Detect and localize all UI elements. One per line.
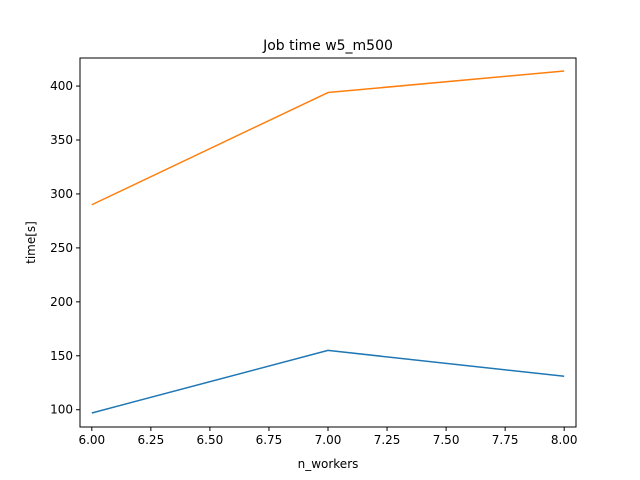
series-line-1: [91, 349, 565, 414]
x-tick-label: 6.50: [197, 433, 224, 447]
y-tick-label: 100: [50, 403, 73, 417]
plot-area: [80, 58, 576, 427]
x-tick-label: 6.25: [137, 433, 164, 447]
y-tick-label: 250: [50, 241, 73, 255]
y-tick-label: 200: [50, 295, 73, 309]
x-tick-label: 7.25: [374, 433, 401, 447]
chart-title: Job time w5_m500: [262, 38, 393, 54]
x-tick-label: 7.75: [492, 433, 519, 447]
y-axis-ticks: 100 150 200 250 300 350 400: [50, 79, 80, 417]
x-axis-label: n_workers: [298, 457, 359, 471]
y-tick-label: 300: [50, 187, 73, 201]
series-layer: [91, 70, 565, 414]
series-line-2: [91, 70, 565, 206]
y-tick-label: 400: [50, 79, 73, 93]
y-tick-label: 350: [50, 133, 73, 147]
x-axis-ticks: 6.00 6.25 6.50 6.75 7.00 7.25 7.50 7.75 8.00: [78, 427, 578, 447]
y-axis-label: time[s]: [24, 221, 38, 264]
x-tick-label: 7.50: [433, 433, 460, 447]
x-tick-label: 6.75: [256, 433, 283, 447]
x-tick-label: 8.00: [551, 433, 578, 447]
y-tick-label: 150: [50, 349, 73, 363]
x-tick-label: 6.00: [78, 433, 105, 447]
x-tick-label: 7.00: [315, 433, 342, 447]
